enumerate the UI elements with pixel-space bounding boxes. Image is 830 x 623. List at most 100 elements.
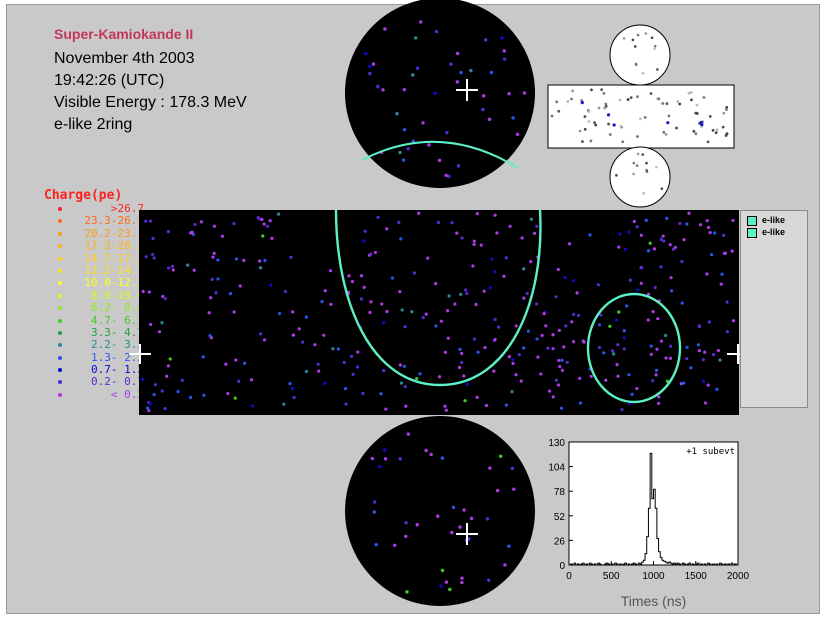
pmt-hit (208, 334, 212, 338)
pmt-hit (472, 242, 476, 247)
pmt-hit (484, 403, 489, 408)
mini-hit (555, 100, 559, 104)
pmt-hit (731, 218, 735, 223)
pmt-hit (439, 319, 444, 323)
pmt-hit (166, 364, 170, 368)
pmt-hit (668, 356, 673, 360)
pmt-hit (511, 116, 515, 120)
mini-hit (634, 62, 638, 66)
charge-bin-label: 20.2-23.3 (84, 226, 144, 240)
pmt-hit (588, 233, 592, 237)
charge-bin-swatch (58, 355, 62, 360)
pmt-hit (460, 360, 464, 365)
pmt-hit (385, 309, 389, 314)
pmt-hit (373, 250, 378, 255)
pmt-hit (262, 338, 267, 342)
pmt-hit (234, 358, 238, 362)
pmt-hit (157, 330, 162, 334)
pmt-hit (411, 139, 415, 143)
y-tick-label: 130 (548, 438, 565, 449)
pmt-hit (201, 355, 205, 359)
charge-bin: 4.7- 6.2 (44, 314, 144, 327)
pmt-hit (520, 236, 524, 240)
pmt-hit (417, 211, 421, 215)
mini-hit (604, 104, 608, 108)
pmt-hit (402, 87, 407, 92)
pmt-hit (165, 374, 169, 378)
mini-hit (641, 72, 645, 75)
pmt-hit (443, 404, 447, 408)
charge-bin-swatch (58, 207, 62, 211)
pmt-hit (604, 378, 608, 382)
pmt-hit (507, 544, 511, 548)
pmt-hit (492, 369, 496, 373)
pmt-hit (485, 517, 490, 521)
pmt-hit (472, 337, 476, 341)
pmt-hit (405, 590, 409, 594)
pmt-hit (483, 345, 487, 350)
mini-hit (612, 123, 616, 127)
pmt-hit (447, 294, 451, 298)
mini-hit (708, 115, 712, 118)
mini-hit (645, 161, 648, 165)
pmt-hit (166, 266, 171, 270)
pmt-hit (597, 345, 602, 350)
pmt-hit (256, 216, 260, 220)
pmt-hit (336, 347, 340, 351)
charge-bin: 2.2- 3.3 (44, 338, 144, 351)
charge-bin: 0.7- 1.3 (44, 363, 144, 376)
pmt-hit (575, 291, 579, 295)
pmt-hit (514, 324, 518, 328)
mini-hit (689, 91, 693, 94)
pmt-hit (237, 379, 241, 383)
pmt-hit (232, 310, 236, 314)
pmt-hit (559, 406, 564, 410)
pmt-hit (517, 352, 521, 357)
pmt-hit (426, 256, 430, 260)
pmt-hit (721, 233, 726, 238)
pmt-hit (259, 266, 263, 270)
pmt-hit (400, 308, 404, 312)
pmt-hit (424, 448, 428, 453)
pmt-hit (362, 239, 366, 243)
pmt-hit (141, 289, 145, 294)
pmt-hit (654, 368, 659, 372)
pmt-hit (463, 399, 467, 403)
pmt-hit (406, 147, 410, 151)
mini-hit (635, 164, 639, 167)
pmt-hit (276, 212, 281, 216)
pmt-hit (166, 230, 170, 234)
pmt-hit (484, 38, 488, 42)
pmt-hit (627, 230, 631, 234)
pmt-hit (141, 377, 145, 381)
pmt-hit (439, 584, 443, 588)
pmt-hit (703, 401, 708, 405)
pmt-hit (544, 324, 548, 328)
top-endcap (345, 0, 535, 188)
mini-hit (662, 130, 666, 134)
pmt-hit (313, 343, 317, 347)
charge-bin-swatch (58, 392, 62, 397)
mini-hit (636, 33, 640, 37)
mini-hit (724, 134, 728, 137)
pmt-hit (706, 225, 711, 230)
pmt-hit (282, 402, 286, 406)
pmt-hit (639, 233, 643, 237)
pmt-hit (508, 224, 512, 228)
pmt-hit (436, 220, 441, 225)
x-tick-label: 1000 (642, 571, 665, 582)
pmt-hit (433, 91, 437, 96)
pmt-hit (680, 260, 684, 264)
pmt-hit (622, 336, 626, 340)
pmt-hit (510, 466, 515, 471)
pmt-hit (475, 212, 479, 216)
pmt-hit (220, 234, 225, 238)
mini-hit (600, 88, 604, 92)
pmt-hit (410, 310, 414, 314)
pmt-hit (615, 363, 619, 367)
pmt-hit (382, 321, 386, 325)
pmt-hit (393, 543, 397, 547)
mini-hit (653, 47, 656, 50)
mini-hit (631, 38, 635, 42)
pmt-hit (448, 587, 452, 592)
